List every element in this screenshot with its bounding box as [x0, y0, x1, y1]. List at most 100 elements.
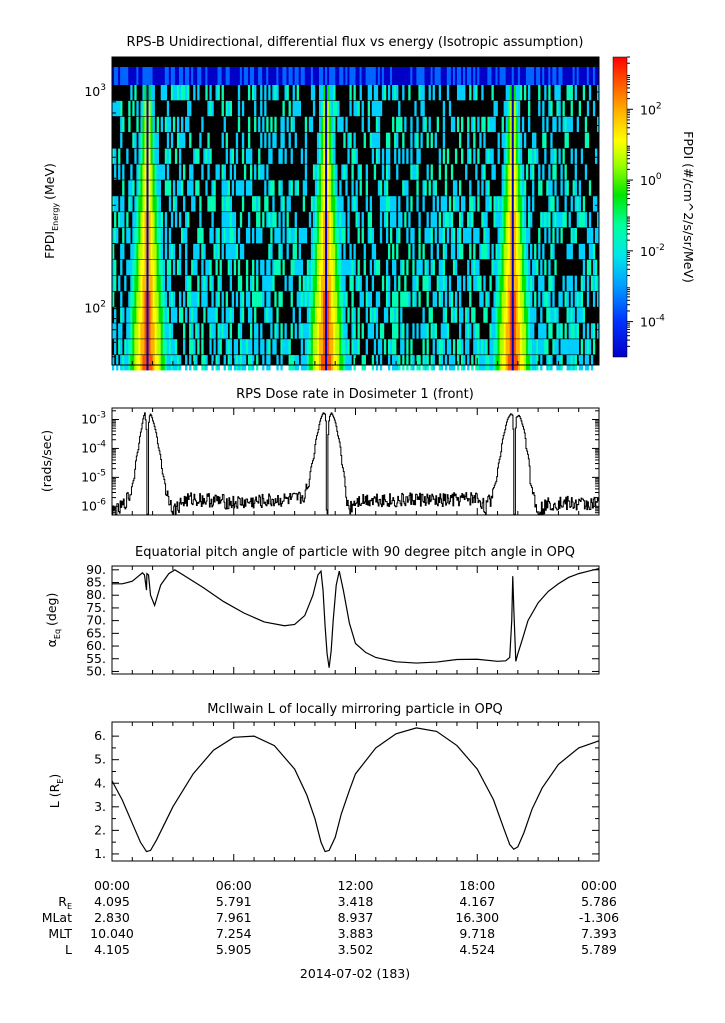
heatmap-cell: [452, 67, 456, 85]
heatmap-cell: [294, 355, 297, 371]
heatmap-cell: [532, 132, 535, 148]
heatmap-cell: [463, 228, 466, 244]
heatmap-cell: [331, 164, 334, 180]
heatmap-cell: [442, 307, 446, 323]
heatmap-cell: [523, 339, 527, 355]
heatmap-cell: [422, 85, 425, 101]
heatmap-cell: [371, 355, 375, 371]
heatmap-cell: [227, 259, 230, 276]
heatmap-cell: [410, 164, 413, 180]
heatmap-cell: [588, 243, 592, 260]
heatmap-cell: [566, 132, 569, 148]
heatmap-cell: [509, 180, 513, 196]
heatmap-cell: [530, 243, 533, 260]
heatmap-cell: [331, 212, 334, 228]
heatmap-cell: [314, 291, 318, 307]
heatmap-cell: [558, 323, 561, 339]
heatmap-cell: [168, 339, 172, 355]
heatmap-cell: [193, 67, 196, 85]
heatmap-cell: [154, 323, 157, 339]
heatmap-cell: [499, 291, 502, 307]
heatmap-cell: [596, 67, 600, 85]
heatmap-cell: [185, 355, 188, 371]
y-tick-label: 75.: [86, 600, 106, 615]
heatmap-cell: [233, 259, 237, 276]
heatmap-cell: [517, 243, 521, 260]
heatmap-cell: [501, 180, 504, 196]
heatmap-cell: [148, 180, 151, 196]
heatmap-cell: [282, 259, 285, 276]
heatmap-cell: [440, 275, 444, 291]
heatmap-cell: [327, 228, 330, 244]
heatmap-cell: [239, 180, 243, 196]
heatmap-cell: [469, 67, 472, 85]
heatmap-cell: [116, 196, 119, 212]
heatmap-cell: [424, 275, 427, 291]
heatmap-cell: [229, 259, 233, 276]
heatmap-cell: [523, 212, 527, 228]
heatmap-cell: [341, 116, 344, 133]
heatmap-cell: [172, 196, 176, 212]
heatmap-cell: [385, 307, 389, 323]
heatmap-cell: [554, 164, 557, 180]
heatmap-cell: [448, 291, 452, 307]
heatmap-cell: [339, 259, 342, 276]
heatmap-cell: [357, 339, 360, 355]
heatmap-cell: [132, 275, 135, 291]
heatmap-cell: [170, 243, 174, 260]
heatmap-cell: [501, 323, 504, 339]
heatmap-cell: [140, 339, 143, 355]
heatmap-cell: [193, 355, 196, 371]
heatmap-cell: [497, 259, 500, 276]
heatmap-cell: [286, 243, 289, 260]
heatmap-cell: [574, 148, 577, 164]
heatmap-cell: [252, 85, 255, 101]
heatmap-cell: [544, 339, 547, 355]
heatmap-cell: [276, 85, 279, 101]
heatmap-cell: [343, 164, 346, 180]
heatmap-cell: [432, 259, 435, 276]
heatmap-cell: [479, 355, 482, 371]
heatmap-cell: [256, 67, 259, 85]
heatmap-cell: [369, 132, 373, 148]
heatmap-cell: [381, 164, 385, 180]
heatmap-cell: [156, 116, 159, 133]
heatmap-cell: [456, 339, 460, 355]
heatmap-cell: [278, 148, 281, 164]
colorbar: [612, 56, 628, 358]
y-tick-label: 60.: [86, 638, 106, 653]
heatmap-cell: [548, 275, 551, 291]
heatmap-cell: [310, 307, 314, 323]
heatmap-cell: [389, 196, 393, 212]
heatmap-cell: [410, 355, 413, 371]
heatmap-cell: [550, 132, 553, 148]
heatmap-cell: [160, 116, 164, 133]
heatmap-cell: [517, 212, 521, 228]
heatmap-cell: [341, 291, 344, 307]
heatmap-cell: [570, 228, 573, 244]
heatmap-cell: [394, 355, 397, 371]
heatmap-cell: [588, 228, 592, 244]
heatmap-cell: [458, 228, 462, 244]
heatmap-cell: [505, 164, 508, 180]
heatmap-cell: [209, 259, 212, 276]
heatmap-cell: [193, 291, 196, 307]
heatmap-cell: [136, 196, 139, 212]
heatmap-cell: [300, 291, 304, 307]
heatmap-cell: [363, 259, 366, 276]
heatmap-cell: [335, 243, 338, 260]
heatmap-cell: [195, 259, 198, 276]
heatmap-cell: [513, 275, 517, 291]
heatmap-cell: [211, 275, 214, 291]
heatmap-cell: [237, 85, 241, 101]
heatmap-cell: [458, 180, 462, 196]
heatmap-cell: [154, 67, 157, 85]
heatmap-cell: [148, 243, 151, 260]
heatmap-cell: [568, 116, 571, 133]
heatmap-cell: [519, 259, 523, 276]
heatmap-cell: [333, 164, 336, 180]
heatmap-cell: [430, 164, 433, 180]
heatmap-cell: [333, 116, 336, 133]
y-tick-base: 10: [81, 469, 97, 484]
heatmap-cell: [150, 85, 153, 101]
